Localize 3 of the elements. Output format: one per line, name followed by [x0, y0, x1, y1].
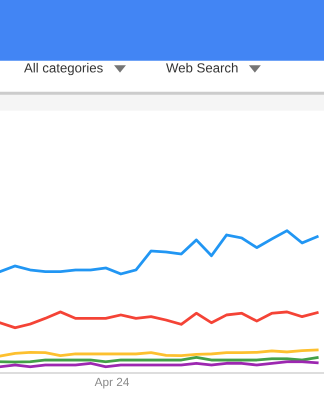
- text: Apr 24: [94, 378, 130, 389]
- text: Web Search: [166, 62, 238, 73]
- text: All categories: [24, 62, 103, 76]
